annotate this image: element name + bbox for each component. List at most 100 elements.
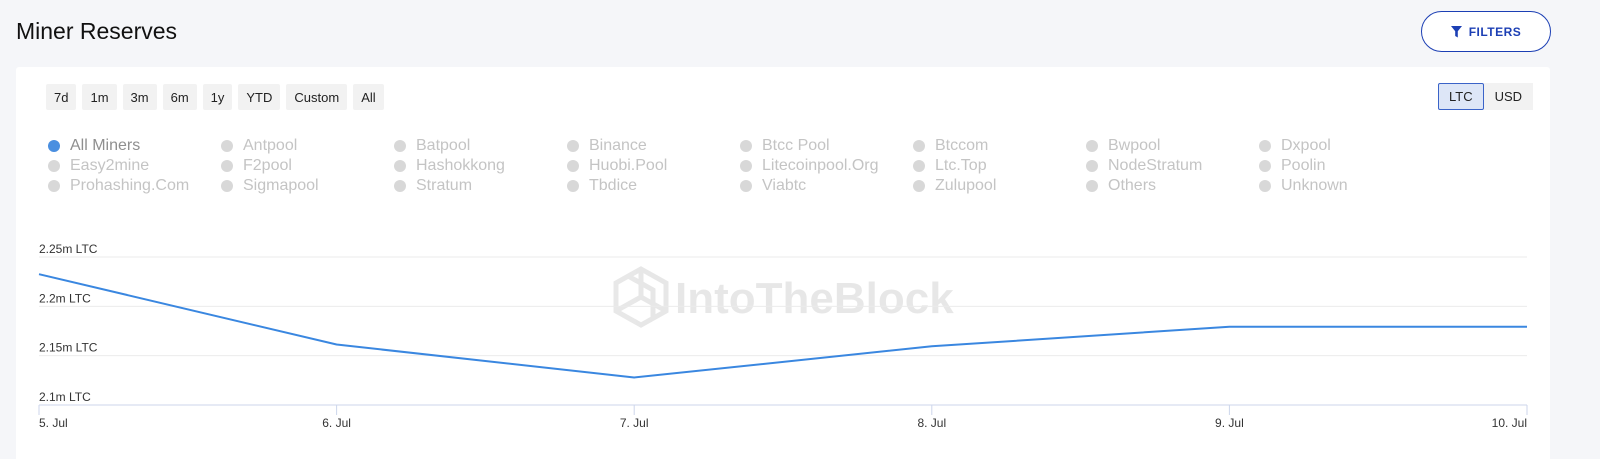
legend-item[interactable]: Hashokkong: [394, 157, 567, 175]
legend-item[interactable]: Binance: [567, 137, 740, 155]
legend-label: Antpool: [243, 137, 298, 154]
legend-item[interactable]: Antpool: [221, 137, 394, 155]
legend-item[interactable]: Zulupool: [913, 177, 1086, 195]
legend-label: Easy2mine: [70, 157, 150, 174]
range-button-all[interactable]: All: [353, 84, 384, 110]
legend-item[interactable]: Stratum: [394, 177, 567, 195]
legend-item[interactable]: Batpool: [394, 137, 567, 155]
legend-dot-icon: [1259, 180, 1271, 192]
legend-dot-icon: [913, 180, 925, 192]
legend-dot-icon: [740, 180, 752, 192]
legend-dot-icon: [394, 140, 406, 152]
legend-dot-icon: [48, 140, 60, 152]
legend-dot-icon: [394, 180, 406, 192]
legend-dot-icon: [567, 140, 579, 152]
legend-item[interactable]: Dxpool: [1259, 137, 1432, 155]
legend-item[interactable]: Prohashing.Com: [48, 177, 221, 195]
chart-card: 7d 1m 3m 6m 1y YTD Custom All LTC USD All Miners…: [16, 67, 1550, 459]
legend-item[interactable]: Ltc.Top: [913, 157, 1086, 175]
page-title: Miner Reserves: [16, 18, 178, 44]
filters-label: FILTERS: [1468, 24, 1522, 39]
x-tick-label: 6. Jul: [322, 416, 351, 430]
legend-item[interactable]: NodeStratum: [1086, 157, 1259, 175]
range-button-custom[interactable]: Custom: [286, 84, 348, 110]
legend-dot-icon: [913, 140, 925, 152]
legend-item[interactable]: All Miners: [48, 137, 221, 155]
legend-label: Huobi.Pool: [589, 157, 668, 174]
legend-label: NodeStratum: [1108, 157, 1203, 174]
legend-label: Viabtc: [762, 177, 807, 194]
legend-item[interactable]: Bwpool: [1086, 137, 1259, 155]
legend-label: F2pool: [243, 157, 292, 174]
legend-item[interactable]: Huobi.Pool: [567, 157, 740, 175]
legend-item[interactable]: F2pool: [221, 157, 394, 175]
legend-dot-icon: [1259, 140, 1271, 152]
unit-button-usd[interactable]: USD: [1483, 83, 1534, 110]
legend-label: Batpool: [416, 137, 471, 154]
legend-dot-icon: [913, 160, 925, 172]
legend: All Miners Antpool Batpool Binance Btcc Pool…: [48, 137, 1448, 195]
legend-dot-icon: [1086, 140, 1098, 152]
legend-label: Hashokkong: [416, 157, 505, 174]
legend-item[interactable]: Tbdice: [567, 177, 740, 195]
legend-dot-icon: [221, 180, 233, 192]
legend-item[interactable]: Litecoinpool.Org: [740, 157, 913, 175]
legend-label: Unknown: [1281, 177, 1348, 194]
legend-item[interactable]: Others: [1086, 177, 1259, 195]
y-tick-label: 2.25m LTC: [39, 242, 98, 256]
legend-label: Tbdice: [589, 177, 638, 194]
x-tick-label: 9. Jul: [1215, 416, 1244, 430]
range-button-1y[interactable]: 1y: [202, 84, 233, 110]
legend-dot-icon: [740, 140, 752, 152]
legend-item[interactable]: Viabtc: [740, 177, 913, 195]
legend-label: Btccom: [935, 137, 989, 154]
y-tick-label: 2.2m LTC: [39, 291, 91, 305]
legend-item[interactable]: Sigmapool: [221, 177, 394, 195]
watermark-text: IntoTheBlock: [675, 274, 954, 323]
filter-icon: [1450, 25, 1462, 37]
x-tick-label: 8. Jul: [917, 416, 946, 430]
x-tick-label: 5. Jul: [39, 416, 68, 430]
range-button-6m[interactable]: 6m: [162, 84, 197, 110]
legend-label: Prohashing.Com: [70, 177, 190, 194]
legend-label: Zulupool: [935, 177, 997, 194]
legend-dot-icon: [1086, 160, 1098, 172]
legend-dot-icon: [567, 180, 579, 192]
watermark: IntoTheBlock: [613, 266, 954, 328]
range-button-ytd[interactable]: YTD: [238, 84, 281, 110]
legend-dot-icon: [48, 160, 60, 172]
unit-button-ltc[interactable]: LTC: [1438, 83, 1484, 110]
unit-toggle: LTC USD: [1438, 83, 1534, 110]
legend-dot-icon: [567, 160, 579, 172]
legend-label: Binance: [589, 137, 647, 154]
legend-dot-icon: [394, 160, 406, 172]
legend-label: Poolin: [1281, 157, 1326, 174]
legend-label: Btcc Pool: [762, 137, 830, 154]
filters-button[interactable]: FILTERS: [1421, 11, 1551, 52]
legend-item[interactable]: Easy2mine: [48, 157, 221, 175]
legend-label: Bwpool: [1108, 137, 1161, 154]
series-line-all-miners: [38, 273, 1527, 379]
watermark-logo-icon: [613, 266, 669, 328]
legend-dot-icon: [221, 160, 233, 172]
legend-label: Ltc.Top: [935, 157, 987, 174]
legend-label: Dxpool: [1281, 137, 1331, 154]
legend-label: Sigmapool: [243, 177, 319, 194]
legend-item[interactable]: Btcc Pool: [740, 137, 913, 155]
x-tick-label: 10. Jul: [1492, 416, 1527, 430]
range-button-3m[interactable]: 3m: [122, 84, 157, 110]
y-tick-label: 2.15m LTC: [39, 341, 98, 355]
legend-label: All Miners: [70, 137, 141, 154]
legend-dot-icon: [48, 180, 60, 192]
line-chart: IntoTheBlock 2.1m LTC 2.15m LTC 2.2m LTC 2.2…: [38, 242, 1528, 430]
legend-dot-icon: [740, 160, 752, 172]
x-tick-label: 7. Jul: [620, 416, 649, 430]
legend-item[interactable]: Poolin: [1259, 157, 1432, 175]
range-button-1m[interactable]: 1m: [82, 84, 117, 110]
legend-label: Litecoinpool.Org: [762, 157, 879, 174]
range-button-7d[interactable]: 7d: [46, 84, 77, 110]
legend-label: Others: [1108, 177, 1157, 194]
legend-item[interactable]: Unknown: [1259, 177, 1432, 195]
legend-dot-icon: [1086, 180, 1098, 192]
legend-item[interactable]: Btccom: [913, 137, 1086, 155]
